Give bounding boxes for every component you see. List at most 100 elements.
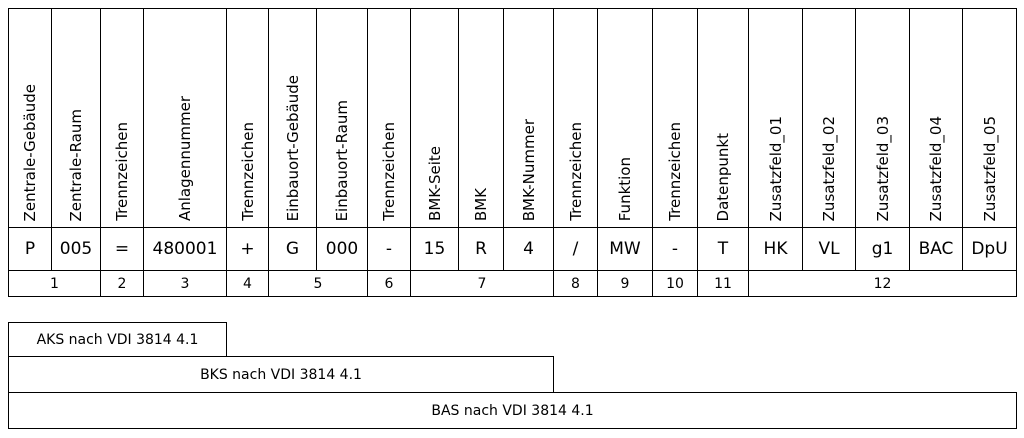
group-cell: 10 xyxy=(652,270,698,297)
group-cell: 2 xyxy=(100,270,144,297)
value-cell-text: 480001 xyxy=(152,239,218,259)
header-cell: Zentrale-Raum xyxy=(51,8,101,228)
value-cell: g1 xyxy=(855,227,910,271)
value-cell: HK xyxy=(748,227,803,271)
header-cell-text: Datenpunkt xyxy=(714,132,732,221)
group-cell: 1 xyxy=(8,270,101,297)
group-cell-text: 5 xyxy=(313,275,323,292)
value-cell: - xyxy=(652,227,698,271)
span-box-text: BKS nach VDI 3814 4.1 xyxy=(200,366,362,383)
group-cell: 12 xyxy=(748,270,1017,297)
value-cell-text: T xyxy=(717,239,729,259)
value-cell-text: + xyxy=(240,239,255,259)
header-cell: Zusatzfeld_01 xyxy=(748,8,803,228)
header-cell-text: Trennzeichen xyxy=(238,122,257,221)
header-cell: Anlagennummer xyxy=(143,8,227,228)
header-cell-text: Einbauort-Gebäude xyxy=(283,74,302,221)
value-cell: P xyxy=(8,227,52,271)
header-cell-text: Zentrale-Raum xyxy=(67,108,85,221)
header-cell-text: Zusatzfeld_05 xyxy=(980,115,999,221)
value-cell: MW xyxy=(597,227,653,271)
header-cell: Zusatzfeld_04 xyxy=(909,8,963,228)
value-cell-text: P xyxy=(24,239,36,259)
group-cell: 5 xyxy=(268,270,368,297)
value-cell: + xyxy=(226,227,269,271)
value-cell: - xyxy=(367,227,411,271)
header-cell: Trennzeichen xyxy=(226,8,269,228)
header-cell: Zusatzfeld_05 xyxy=(962,8,1017,228)
span-box: BAS nach VDI 3814 4.1 xyxy=(8,392,1017,429)
header-cell-text: Funktion xyxy=(616,156,634,221)
group-cell-text: 6 xyxy=(384,275,394,292)
value-cell: R xyxy=(458,227,504,271)
group-cell: 9 xyxy=(597,270,653,297)
value-cell: / xyxy=(553,227,598,271)
header-cell: Trennzeichen xyxy=(553,8,598,228)
header-cell-text: BMK-Nummer xyxy=(519,118,538,221)
group-cell-text: 12 xyxy=(873,275,892,292)
value-cell-text: 005 xyxy=(59,239,93,259)
header-cell-text: Zusatzfeld_04 xyxy=(927,115,945,221)
header-cell: Trennzeichen xyxy=(652,8,698,228)
value-cell-text: BAC xyxy=(918,239,954,259)
value-cell-text: HK xyxy=(763,239,788,259)
header-cell: BMK-Nummer xyxy=(503,8,554,228)
header-cell: Funktion xyxy=(597,8,653,228)
value-cell: 4 xyxy=(503,227,554,271)
header-cell-text: Trennzeichen xyxy=(113,122,131,221)
header-cell-text: Trennzeichen xyxy=(666,122,684,221)
header-cell-text: Trennzeichen xyxy=(380,122,398,221)
group-cell-text: 2 xyxy=(117,275,127,292)
value-cell-text: 15 xyxy=(423,239,446,259)
value-cell-text: = xyxy=(114,239,130,259)
value-cell-text: / xyxy=(572,239,579,259)
value-cell: 000 xyxy=(316,227,368,271)
header-cell: Einbauort-Raum xyxy=(316,8,368,228)
value-cell-text: 4 xyxy=(523,239,534,259)
group-cell-text: 10 xyxy=(666,275,684,292)
header-cell-text: Zusatzfeld_02 xyxy=(820,115,838,221)
header-cell: BMK xyxy=(458,8,504,228)
span-box-text: BAS nach VDI 3814 4.1 xyxy=(431,402,594,419)
value-cell-text: g1 xyxy=(871,239,894,259)
group-cell: 11 xyxy=(697,270,749,297)
group-cell: 7 xyxy=(410,270,554,297)
group-cell: 3 xyxy=(143,270,227,297)
value-cell-text: DpU xyxy=(971,239,1008,259)
value-cell: DpU xyxy=(962,227,1017,271)
value-cell: 005 xyxy=(51,227,101,271)
value-cell-text: - xyxy=(671,239,679,259)
span-box: AKS nach VDI 3814 4.1 xyxy=(8,322,227,357)
span-box: BKS nach VDI 3814 4.1 xyxy=(8,356,554,393)
header-cell: Datenpunkt xyxy=(697,8,749,228)
header-cell: Trennzeichen xyxy=(367,8,411,228)
header-cell: BMK-Seite xyxy=(410,8,459,228)
header-cell-text: Zusatzfeld_03 xyxy=(873,115,892,221)
value-cell: BAC xyxy=(909,227,963,271)
value-cell: = xyxy=(100,227,144,271)
value-cell: 15 xyxy=(410,227,459,271)
header-cell-text: Zentrale-Gebäude xyxy=(21,83,39,221)
group-cell-text: 1 xyxy=(50,275,59,292)
group-cell-text: 8 xyxy=(571,275,580,292)
header-cell-text: Einbauort-Raum xyxy=(333,99,351,221)
value-cell-text: - xyxy=(385,239,393,259)
group-cell-text: 9 xyxy=(620,275,630,292)
header-cell: Einbauort-Gebäude xyxy=(268,8,317,228)
group-cell: 8 xyxy=(553,270,598,297)
header-cell: Trennzeichen xyxy=(100,8,144,228)
group-cell-text: 7 xyxy=(477,275,487,292)
value-cell-text: MW xyxy=(609,239,641,259)
group-cell-text: 4 xyxy=(243,275,252,292)
value-cell: G xyxy=(268,227,317,271)
value-cell-text: G xyxy=(285,239,300,259)
group-cell-text: 3 xyxy=(180,275,190,292)
value-cell-text: VL xyxy=(818,239,840,259)
header-cell: Zentrale-Gebäude xyxy=(8,8,52,228)
value-cell-text: R xyxy=(475,239,487,259)
value-cell: 480001 xyxy=(143,227,227,271)
value-cell: T xyxy=(697,227,749,271)
value-cell-text: 000 xyxy=(325,239,359,259)
header-cell-text: BMK xyxy=(472,187,490,221)
